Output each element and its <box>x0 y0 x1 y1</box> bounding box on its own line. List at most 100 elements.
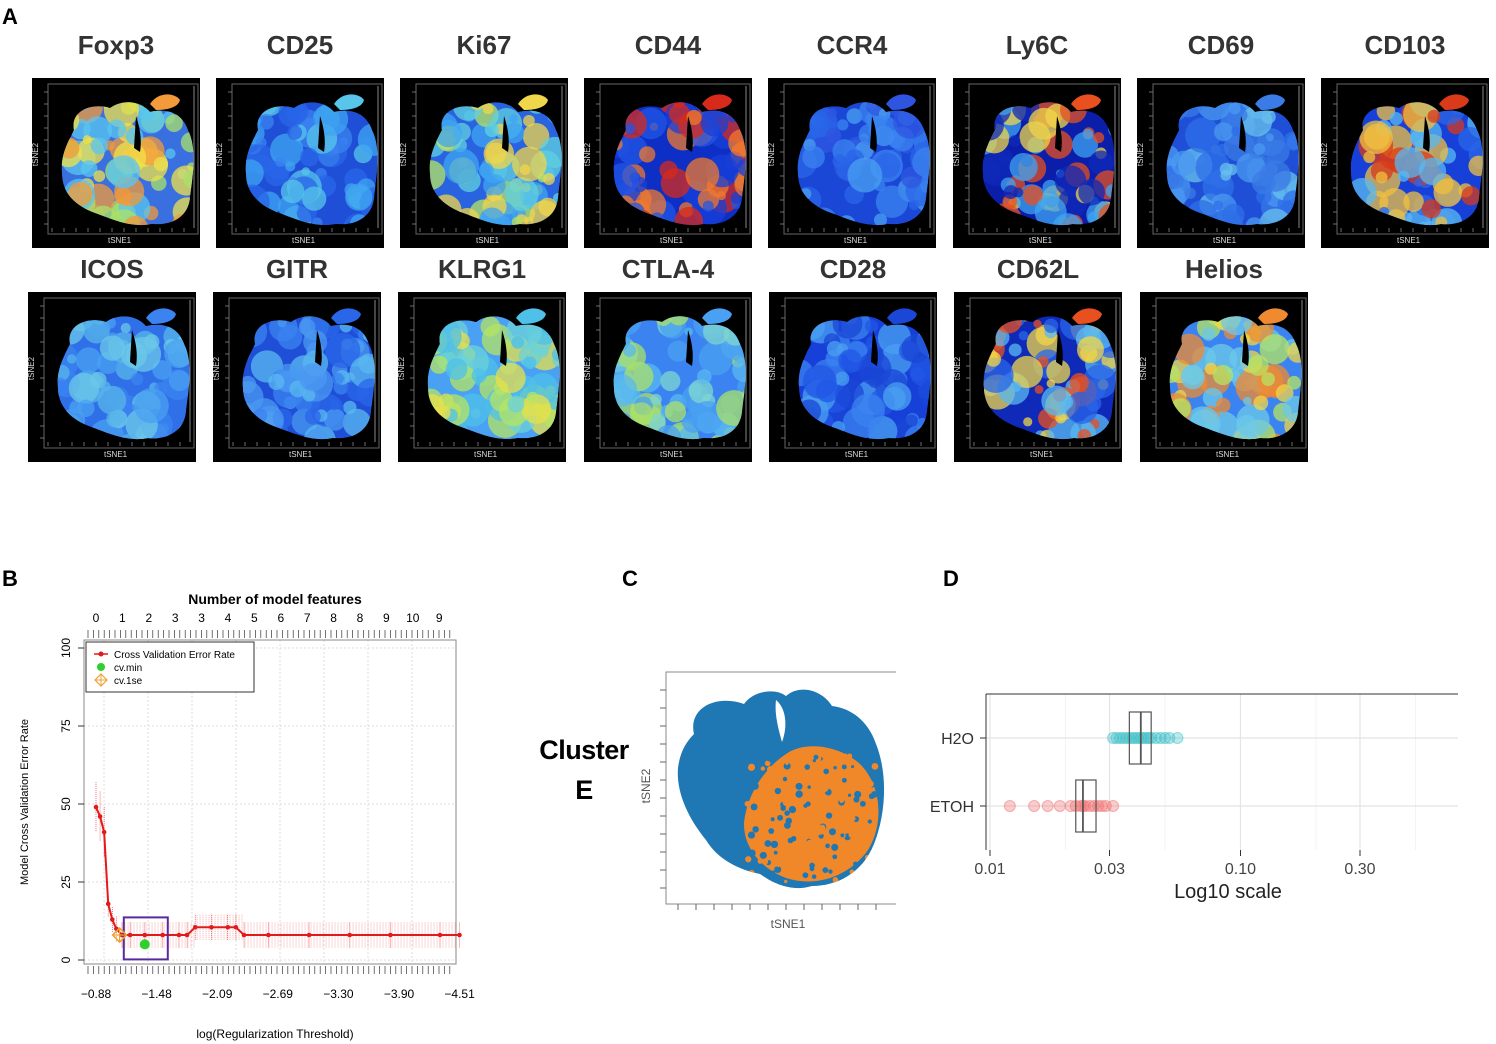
tsne2-label: tSNE2 <box>1321 142 1330 167</box>
panel-c-label: C <box>622 566 638 591</box>
tsne-plot-klrg1: tSNE1 tSNE2 <box>398 292 566 462</box>
tsne1-label: tSNE1 <box>771 917 806 931</box>
cell-dot <box>760 766 765 771</box>
top-tick-label: 3 <box>198 611 205 625</box>
cell-dot <box>849 848 855 853</box>
cell-dot <box>823 758 828 763</box>
marker-title: GITR <box>265 254 329 284</box>
cluster-label-line1: Cluster <box>539 735 629 765</box>
cell-dot <box>766 766 774 773</box>
cell-dot <box>804 812 811 819</box>
x-tick-label: 0.10 <box>1225 861 1256 878</box>
cell-dot <box>752 826 759 833</box>
cell-dot <box>757 858 763 864</box>
tsne-gap <box>775 700 786 742</box>
tsne2-label: tSNE2 <box>768 142 777 167</box>
cell-dot <box>859 800 866 807</box>
cell-dot <box>828 828 837 836</box>
y-tick-label: 75 <box>59 719 73 733</box>
cell-dot <box>828 869 833 874</box>
tsne-plot-cd103: tSNE1 tSNE2 <box>1321 78 1489 248</box>
cell-dot <box>764 840 772 847</box>
tsne-plot-icos: tSNE1 tSNE2 <box>28 292 196 462</box>
cell-dot <box>848 832 854 838</box>
cell-dot <box>783 762 791 770</box>
legend-cv1se-swatch <box>94 673 108 687</box>
legend: Cross Validation Error Rate cv.min cv.1s… <box>85 641 255 693</box>
top-axis-title: Number of model features <box>188 591 362 607</box>
x-tick-label: −3.30 <box>323 987 354 1001</box>
cell-dot <box>818 795 823 800</box>
tsne-plot-ly6c: tSNE1 tSNE2 <box>953 78 1121 248</box>
tsne2-label: tSNE2 <box>1140 356 1149 381</box>
cell-dot <box>805 801 811 807</box>
tsne2-label: tSNE2 <box>584 356 593 381</box>
cell-dot <box>746 754 750 758</box>
marker-title: Foxp3 <box>77 30 155 60</box>
tsne1-label: tSNE1 <box>474 450 498 459</box>
cell-dot <box>782 866 789 873</box>
sample-point <box>1117 732 1130 744</box>
x-tick-label: 0.01 <box>974 861 1005 878</box>
marker-title: CD28 <box>819 254 887 284</box>
cv-error-point <box>241 932 247 938</box>
cv-error-point <box>225 924 231 930</box>
cell-dot <box>747 831 756 839</box>
top-tick-label: 9 <box>436 611 443 625</box>
cell-dot <box>840 833 845 838</box>
cv-error-point <box>388 932 393 938</box>
cell-dot <box>770 837 774 842</box>
cell-dot <box>792 864 799 872</box>
top-tick-label: 8 <box>330 611 337 625</box>
tsne1-label: tSNE1 <box>845 450 869 459</box>
cell-dot <box>813 754 819 760</box>
tsne-plot-gitr: tSNE1 tSNE2 <box>213 292 381 462</box>
cell-dot <box>759 799 765 805</box>
cell-dot <box>801 827 806 832</box>
cell-dot <box>782 776 788 782</box>
tsne-plot-cd62l: tSNE1 tSNE2 <box>954 292 1122 462</box>
tsne1-label: tSNE1 <box>1030 450 1054 459</box>
cv-error-point <box>209 924 214 930</box>
cell-dot <box>848 820 853 825</box>
category-label: ETOH <box>930 799 974 816</box>
top-tick-label: 6 <box>277 611 284 625</box>
tsne2-label: tSNE2 <box>1137 142 1146 167</box>
cv-error-point <box>160 932 165 938</box>
cell-dot <box>768 828 775 834</box>
cell-dot <box>804 764 811 770</box>
cell-dot <box>853 861 858 867</box>
tsne2-label: tSNE2 <box>398 356 407 381</box>
tsne2-label: tSNE2 <box>953 142 962 167</box>
marker-title: ICOS <box>80 254 144 284</box>
cell-dot <box>818 859 826 868</box>
cell-dot <box>770 840 779 849</box>
cell-dot <box>773 823 778 828</box>
cv-error-point <box>93 804 99 810</box>
cell-dot <box>817 756 822 761</box>
cell-dot <box>761 858 769 865</box>
cell-dot <box>849 857 854 862</box>
x-tick-label: −4.51 <box>444 987 475 1001</box>
tsne2-label: tSNE2 <box>28 356 37 381</box>
y-axis-title: Model Cross Validation Error Rate <box>19 719 31 885</box>
y-tick-label: 50 <box>59 797 73 811</box>
sample-point <box>1150 732 1163 744</box>
tsne2-label: tSNE2 <box>639 768 653 803</box>
tsne1-label: tSNE1 <box>660 450 684 459</box>
cell-dot <box>832 854 838 860</box>
x-axis-title: Log10 scale <box>1174 881 1282 903</box>
sample-point <box>1110 732 1123 744</box>
cv-error-point <box>437 932 443 938</box>
top-tick-label: 5 <box>251 611 258 625</box>
tsne-plot-ccr4: tSNE1 tSNE2 <box>768 78 936 248</box>
tsne-plot-cd69: tSNE1 tSNE2 <box>1137 78 1305 248</box>
tsne-plot-cd25: tSNE1 tSNE2 <box>216 78 384 248</box>
cv-error-point <box>176 932 182 938</box>
cell-dot <box>751 753 759 760</box>
tsne1-label: tSNE1 <box>108 236 132 245</box>
cell-dot <box>816 828 824 835</box>
y-tick-label: 0 <box>59 956 73 963</box>
tsne1-label: tSNE1 <box>1397 236 1421 245</box>
cell-dot <box>869 753 878 762</box>
